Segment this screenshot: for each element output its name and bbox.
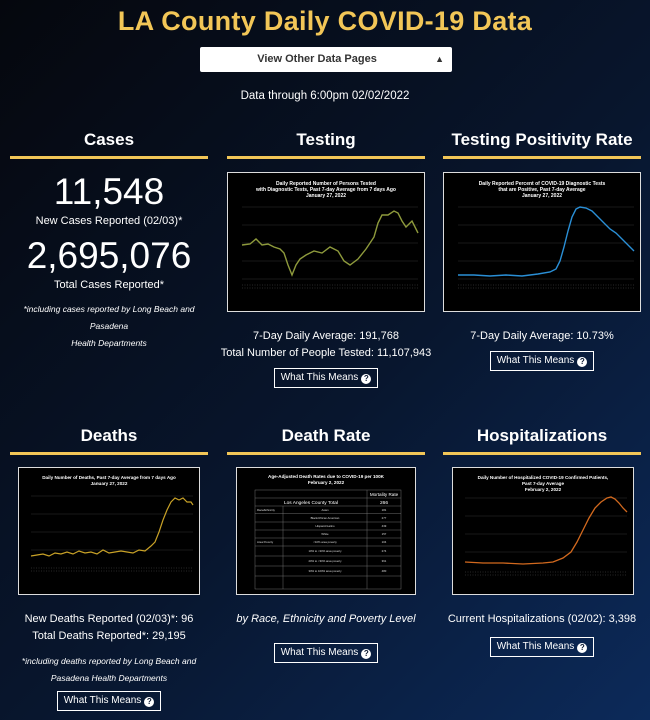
death-rate-group-poverty: Area Poverty bbox=[257, 540, 274, 544]
testing-chart-title2: with Diagnostic Tests, Past 7-day Averag… bbox=[255, 187, 396, 193]
positivity-chart-title3: January 27, 2022 bbox=[522, 193, 562, 199]
hosp-stats: Current Hospitalizations (02/02): 3,398 … bbox=[433, 611, 650, 657]
view-other-pages-select[interactable]: View Other Data Pages ▲ bbox=[200, 47, 452, 72]
death-rate-row-value: 480 bbox=[382, 569, 387, 573]
cases-note-line1: *including cases reported by Long Beach … bbox=[23, 304, 195, 331]
death-rate-row-label: 20% to <30% area poverty bbox=[308, 559, 342, 563]
deaths-section: Deaths bbox=[10, 426, 208, 455]
deaths-total: Total Deaths Reported*: 29,195 bbox=[32, 630, 186, 642]
death-rate-chart-title2: February 2, 2022 bbox=[308, 480, 345, 485]
death-rate-row-label: Black/African American bbox=[311, 516, 340, 520]
testing-title: Testing bbox=[227, 130, 425, 159]
deaths-title: Deaths bbox=[10, 426, 208, 455]
deaths-chart-title2: January 27, 2022 bbox=[91, 481, 128, 486]
death-rate-row-value: 439 bbox=[382, 524, 387, 528]
cases-note-line2: Health Departments bbox=[71, 338, 147, 348]
death-rate-caption-block: by Race, Ethnicity and Poverty Level Wha… bbox=[217, 611, 435, 663]
deaths-note-line2: Pasadena Health Departments bbox=[50, 673, 168, 683]
death-rate-total-value: 266 bbox=[380, 500, 388, 506]
hosp-title: Hospitalizations bbox=[443, 426, 641, 455]
positivity-stats: 7-Day Daily Average: 10.73% What This Me… bbox=[443, 328, 641, 371]
testing-section: Testing bbox=[227, 130, 425, 159]
hosp-what-this-means-button[interactable]: What This Means? bbox=[489, 637, 595, 657]
death-rate-section: Death Rate bbox=[227, 426, 425, 455]
testing-chart[interactable]: Daily Reported Number of Persons Tested … bbox=[227, 172, 425, 312]
death-rate-row-label: Hispanic/Latino bbox=[315, 524, 335, 528]
deaths-line bbox=[30, 497, 194, 557]
testing-what-this-means-button[interactable]: What This Means? bbox=[273, 368, 379, 388]
hosp-line bbox=[464, 496, 628, 565]
death-rate-title: Death Rate bbox=[227, 426, 425, 455]
testing-avg: 7-Day Daily Average: 191,768 bbox=[253, 330, 399, 342]
hosp-section: Hospitalizations bbox=[443, 426, 641, 455]
hosp-current: Current Hospitalizations (02/02): 3,398 bbox=[447, 613, 637, 625]
deaths-note-line1: *including deaths reported by Long Beach… bbox=[21, 656, 197, 666]
testing-chart-title1: Daily Reported Number of Persons Tested bbox=[276, 181, 376, 187]
death-rate-row-value: 274 bbox=[382, 549, 387, 553]
deaths-what-this-means-button[interactable]: What This Means? bbox=[56, 691, 162, 711]
positivity-title: Testing Positivity Rate bbox=[443, 130, 641, 159]
death-rate-what-this-means-button[interactable]: What This Means? bbox=[273, 643, 379, 663]
positivity-avg: 7-Day Daily Average: 10.73% bbox=[470, 330, 614, 342]
testing-chart-title3: January 27, 2022 bbox=[306, 193, 346, 199]
new-cases-value: 11,548 bbox=[53, 171, 165, 212]
question-icon: ? bbox=[577, 357, 588, 367]
select-value: View Other Data Pages bbox=[257, 53, 377, 65]
hosp-chart-title2: Past 7-day Average bbox=[522, 481, 564, 486]
total-cases-label: Total Cases Reported* bbox=[53, 279, 165, 291]
deaths-chart-title1: Daily Number of Deaths, Past 7-day Avera… bbox=[42, 475, 176, 480]
question-icon: ? bbox=[144, 697, 155, 707]
cases-title: Cases bbox=[10, 130, 208, 159]
death-rate-group-race: Race/Ethnicity bbox=[257, 508, 275, 512]
death-rate-row-label: 10% to <20% area poverty bbox=[308, 549, 342, 553]
death-rate-row-value: 277 bbox=[382, 516, 387, 520]
hosp-chart-title1: Daily Number of Hospitalized COVID-19 Co… bbox=[478, 475, 609, 480]
hosp-chart-title3: February 2, 2022 bbox=[525, 487, 562, 492]
positivity-chart[interactable]: Daily Reported Percent of COVID-19 Diagn… bbox=[443, 172, 641, 312]
positivity-chart-title1: Daily Reported Percent of COVID-19 Diagn… bbox=[479, 181, 606, 187]
death-rate-row-value: 361 bbox=[382, 559, 387, 563]
hosp-chart[interactable]: Daily Number of Hospitalized COVID-19 Co… bbox=[452, 467, 634, 595]
positivity-chart-title2: that are Positive, Past 7-day Average bbox=[498, 187, 585, 193]
death-rate-total-label: Los Angeles County Total bbox=[284, 500, 338, 506]
page-title: LA County Daily COVID-19 Data bbox=[117, 6, 533, 36]
death-rate-row-label: 30% to 100% area poverty bbox=[309, 569, 343, 573]
testing-line bbox=[241, 210, 419, 277]
death-rate-chart-title1: Age-Adjusted Death Rates due to COVID-19… bbox=[268, 474, 385, 479]
death-rate-row-value: 157 bbox=[382, 532, 387, 536]
testing-total: Total Number of People Tested: 11,107,94… bbox=[220, 347, 432, 359]
death-rate-caption: by Race, Ethnicity and Poverty Level bbox=[236, 613, 416, 625]
cases-section: Cases 11,548 New Cases Reported (02/03)*… bbox=[10, 130, 208, 352]
death-rate-row-value: 104 bbox=[382, 540, 387, 544]
question-icon: ? bbox=[577, 643, 588, 653]
deaths-chart[interactable]: Daily Number of Deaths, Past 7-day Avera… bbox=[18, 467, 200, 595]
death-rate-table-header: Mortality Rate bbox=[370, 492, 399, 497]
positivity-section: Testing Positivity Rate bbox=[443, 130, 641, 159]
deaths-new: New Deaths Reported (02/03)*: 96 bbox=[24, 613, 194, 625]
positivity-what-this-means-button[interactable]: What This Means? bbox=[489, 351, 595, 371]
total-cases-value: 2,695,076 bbox=[26, 235, 192, 276]
death-rate-row-label: <10% area poverty bbox=[313, 540, 337, 544]
death-rate-table-image[interactable]: Age-Adjusted Death Rates due to COVID-19… bbox=[236, 467, 416, 595]
select-caret-icon: ▲ bbox=[435, 54, 444, 64]
question-icon: ? bbox=[361, 374, 372, 384]
deaths-stats: New Deaths Reported (02/03)*: 96 Total D… bbox=[0, 611, 218, 711]
testing-stats: 7-Day Daily Average: 191,768 Total Numbe… bbox=[217, 328, 435, 388]
question-icon: ? bbox=[361, 649, 372, 659]
new-cases-label: New Cases Reported (02/03)* bbox=[35, 215, 183, 227]
death-rate-row-label: White bbox=[321, 532, 329, 536]
data-through-label: Data through 6:00pm 02/02/2022 bbox=[240, 90, 410, 102]
death-rate-row-label: Asian bbox=[322, 508, 329, 512]
positivity-line bbox=[458, 206, 635, 277]
death-rate-row-value: 181 bbox=[382, 508, 387, 512]
